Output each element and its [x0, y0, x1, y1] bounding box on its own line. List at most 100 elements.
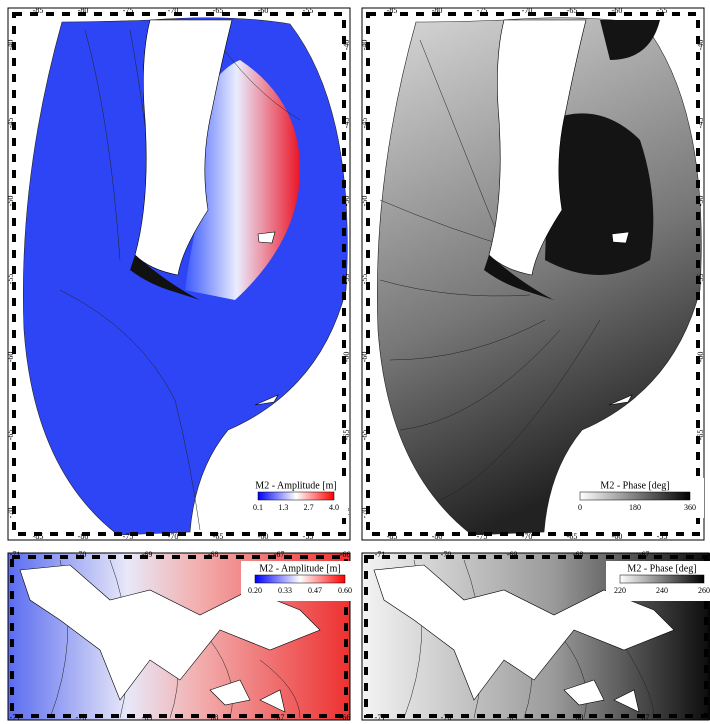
x-tick-label: -55	[303, 6, 314, 15]
x-tick-label: -70	[441, 550, 452, 559]
x-tick-label: -60	[612, 6, 623, 15]
y-tick-label: -55	[360, 274, 369, 285]
x-tick-label: -68	[573, 550, 584, 559]
colorbar-label: 220	[614, 586, 626, 595]
x-tick-label: -67	[274, 550, 285, 559]
figure: -85-85-80-80-75-75-70-70-65-65-60-60-55-…	[0, 0, 710, 724]
x-tick-label: -55	[303, 532, 314, 541]
x-tick-label: -60	[258, 532, 269, 541]
y-tick-label: -45	[696, 118, 705, 129]
y-tick-label: -50	[342, 196, 351, 207]
colorbar-label: 4.0	[329, 503, 339, 512]
x-tick-label: -70	[522, 6, 533, 15]
y-tick-label: -60	[342, 352, 351, 363]
y-tick-label: -50	[696, 196, 705, 207]
x-tick-label: -80	[78, 6, 89, 15]
x-tick-label: -75	[477, 6, 488, 15]
x-tick-label: -65	[213, 532, 224, 541]
colorbar	[580, 492, 690, 500]
x-tick-label: -69	[142, 550, 153, 559]
legend-title: M2 - Amplitude [m]	[259, 563, 340, 574]
y-tick-label: -60	[6, 352, 15, 363]
colorbar-label: 1.3	[278, 503, 288, 512]
x-tick-label: -70	[522, 532, 533, 541]
phase-map	[362, 8, 704, 540]
colorbar-label: 0	[578, 503, 582, 512]
x-tick-label: -85	[33, 6, 44, 15]
x-tick-label: -71	[10, 550, 21, 559]
x-tick-label: -60	[258, 6, 269, 15]
x-tick-label: -70	[76, 550, 87, 559]
x-tick-label: -80	[432, 6, 443, 15]
x-tick-label: -70	[168, 6, 179, 15]
x-tick-label: -65	[567, 6, 578, 15]
x-tick-label: -55	[657, 532, 668, 541]
y-tick-label: -65	[342, 430, 351, 441]
y-tick-label: -40	[342, 40, 351, 51]
y-tick-label: -45	[6, 118, 15, 129]
y-tick-label: -50	[6, 196, 15, 207]
legend-title: M2 - Amplitude [m]	[255, 480, 336, 491]
y-tick-label: -55	[342, 274, 351, 285]
x-tick-label: -68	[208, 713, 219, 722]
x-tick-label: -70	[76, 713, 87, 722]
x-tick-label: -69	[142, 713, 153, 722]
legend-title: M2 - Phase [deg]	[627, 563, 696, 574]
y-tick-label: -60	[360, 352, 369, 363]
y-tick-label: -60	[696, 352, 705, 363]
x-tick-label: -66	[340, 713, 351, 722]
y-tick-label: -70	[6, 508, 15, 519]
y-tick-label: -45	[342, 118, 351, 129]
x-tick-label: -68	[208, 550, 219, 559]
y-tick-label: -65	[6, 430, 15, 441]
x-tick-label: -75	[123, 6, 134, 15]
y-tick-label: -40	[6, 40, 15, 51]
x-tick-label: -71	[10, 713, 21, 722]
x-tick-label: -75	[477, 532, 488, 541]
colorbar-label: 2.7	[304, 503, 314, 512]
x-tick-label: -67	[639, 713, 650, 722]
x-tick-label: -80	[432, 532, 443, 541]
x-tick-label: -69	[507, 550, 518, 559]
y-tick-label: -50	[360, 196, 369, 207]
x-tick-label: -70	[441, 713, 452, 722]
x-tick-label: -69	[507, 713, 518, 722]
x-tick-label: -85	[33, 532, 44, 541]
colorbar	[258, 492, 334, 500]
x-tick-label: -80	[78, 532, 89, 541]
x-tick-label: -85	[387, 6, 398, 15]
x-tick-label: -85	[387, 532, 398, 541]
x-tick-label: -75	[123, 532, 134, 541]
y-tick-label: -40	[360, 40, 369, 51]
colorbar-label: 360	[684, 503, 696, 512]
x-tick-label: -55	[657, 6, 668, 15]
colorbar-label: 0.60	[338, 586, 352, 595]
y-tick-label: -40	[696, 40, 705, 51]
legend-title: M2 - Phase [deg]	[600, 480, 669, 491]
y-tick-label: -65	[696, 430, 705, 441]
colorbar-label: 0.20	[248, 586, 262, 595]
colorbar-label: 0.47	[308, 586, 322, 595]
x-tick-label: -65	[567, 532, 578, 541]
colorbar	[255, 575, 345, 583]
x-tick-label: -71	[375, 713, 386, 722]
x-tick-label: -66	[340, 550, 351, 559]
colorbar	[620, 575, 704, 583]
y-tick-label: -55	[696, 274, 705, 285]
y-tick-label: -70	[360, 508, 369, 519]
x-tick-label: -60	[612, 532, 623, 541]
colorbar-label: 260	[698, 586, 710, 595]
colorbar-label: 0.33	[278, 586, 292, 595]
x-tick-label: -68	[573, 713, 584, 722]
y-tick-label: -45	[360, 118, 369, 129]
amplitude-map	[8, 8, 350, 540]
x-tick-label: -65	[213, 6, 224, 15]
colorbar-label: 180	[629, 503, 641, 512]
y-tick-label: -55	[6, 274, 15, 285]
x-tick-label: -67	[274, 713, 285, 722]
x-tick-label: -67	[639, 550, 650, 559]
colorbar-label: 240	[656, 586, 668, 595]
x-tick-label: -70	[168, 532, 179, 541]
colorbar-label: 0.1	[253, 503, 263, 512]
x-tick-label: -71	[375, 550, 386, 559]
